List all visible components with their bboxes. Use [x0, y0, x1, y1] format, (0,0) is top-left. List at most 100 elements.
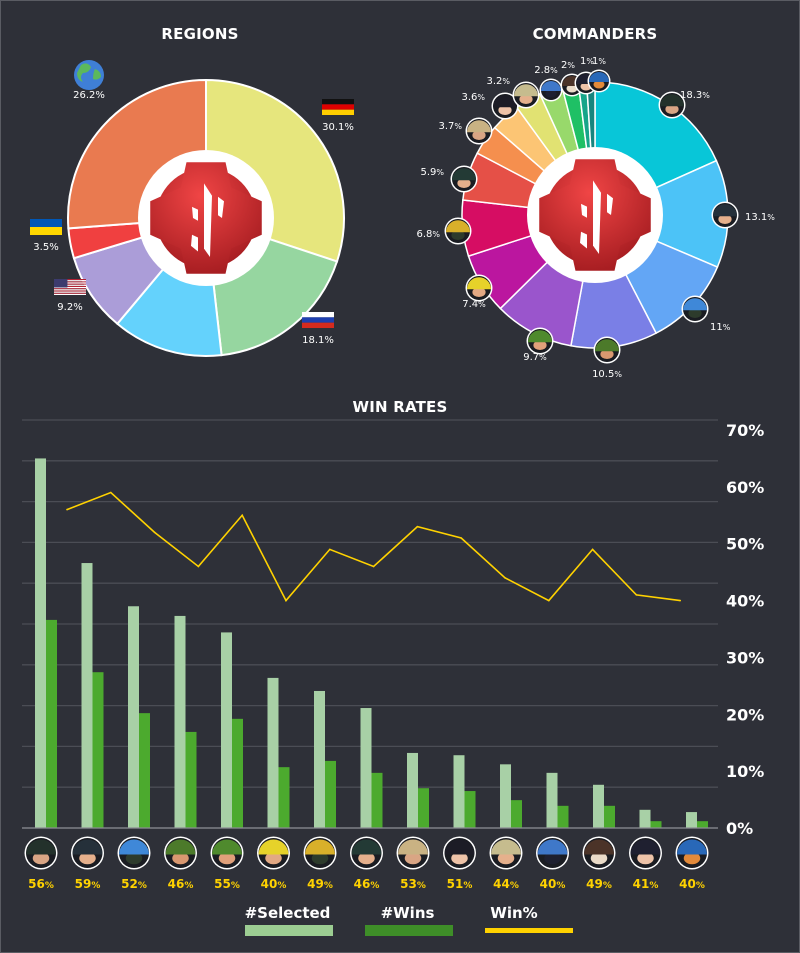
germany-flag-icon: [322, 99, 354, 115]
commander-black-beret-icon: [443, 836, 476, 870]
wins-bar: [325, 760, 336, 828]
win-pct-label: 41%: [633, 877, 659, 891]
commander-messy-hair-icon: [465, 117, 493, 145]
win-pct-point: [197, 565, 200, 568]
region-label: 30.1%: [322, 122, 354, 133]
win-pct-point: [372, 565, 375, 568]
win-pct-label: 55%: [214, 877, 240, 891]
commander-dark-beret-icon: [629, 836, 662, 870]
win-pct-point: [679, 599, 681, 602]
win-pct-label: 40%: [540, 877, 566, 891]
commander-top-hat-icon: [24, 836, 58, 870]
commanders-title: COMMANDERS: [532, 25, 658, 43]
y-tick-label: 40%: [726, 592, 764, 611]
selected-bar: [407, 752, 418, 828]
y-tick-label: 20%: [726, 705, 764, 724]
win-pct-label: 40%: [261, 877, 287, 891]
commander-label: 9.7%: [523, 352, 547, 363]
commander-blue-beret-icon: [675, 836, 709, 870]
commander-label: 5.9%: [420, 167, 444, 178]
win-pct-point: [591, 548, 594, 551]
commander-label: 3.6%: [461, 92, 485, 103]
commander-blue-helmet-gasmask-icon: [681, 295, 709, 323]
selected-bar: [35, 458, 46, 828]
wins-bar: [46, 619, 57, 828]
region-label: 3.5%: [33, 242, 58, 253]
wins-bar: [185, 731, 197, 828]
selected-bar: [453, 755, 465, 828]
win-pct-point: [110, 491, 112, 494]
win-pct-label: 53%: [400, 877, 426, 891]
wins-bar: [557, 805, 569, 828]
russia-flag-icon: [302, 312, 334, 328]
commander-label: 1%: [592, 56, 606, 67]
logo-icon: [539, 159, 651, 271]
commander-riot-helmet-icon: [536, 836, 569, 870]
win-pct-point: [460, 537, 463, 539]
wins-bar: [232, 718, 243, 828]
win-pct-point: [504, 577, 506, 579]
wins-bar: [604, 805, 615, 828]
y-tick-label: 70%: [726, 421, 764, 440]
commanders-pie-chart: 18.3% 13.1% 11% 10.5% 9.7% 7.4% 6.8% 5.9% 3.7% 3.…: [416, 56, 775, 380]
win-pct-label: 46%: [354, 877, 380, 891]
commander-ushanka-icon: [71, 836, 104, 870]
win-pct-label: 59%: [75, 877, 101, 891]
win-pct-point: [241, 514, 243, 517]
win-pct-label: 44%: [493, 877, 519, 891]
commander-label: 11%: [710, 322, 731, 333]
commander-blue-beret-icon: [587, 69, 611, 93]
legend-winpct-swatch: [485, 928, 573, 933]
wins-bar: [139, 713, 150, 828]
win-pct-label: 40%: [679, 877, 705, 891]
win-pct-label: 49%: [586, 877, 612, 891]
commander-ushanka-icon: [711, 201, 739, 229]
commander-label: 2.8%: [534, 65, 558, 76]
win-pct-point: [153, 531, 156, 534]
legend-selected-swatch: [245, 925, 333, 936]
selected-bar: [128, 606, 139, 828]
wins-bar: [511, 800, 522, 828]
commander-black-beret-icon: [491, 92, 519, 120]
region-label: 18.1%: [302, 335, 334, 346]
y-tick-label: 60%: [726, 478, 764, 497]
commander-messy-hair-icon: [396, 836, 430, 870]
y-tick-label: 0%: [726, 819, 753, 838]
win-pct-label: 49%: [307, 877, 333, 891]
selected-bar: [686, 812, 697, 828]
win-pct-point: [66, 508, 68, 511]
commander-gold-mitre-icon: [303, 836, 337, 870]
commander-gold-mitre-icon: [444, 217, 472, 245]
selected-bar: [639, 809, 651, 828]
commander-label: 3.7%: [438, 121, 462, 132]
commander-blue-helmet-gasmask-icon: [117, 836, 151, 870]
win-pct-point: [416, 525, 419, 528]
y-tick-label: 50%: [726, 535, 764, 554]
wins-bar: [650, 821, 662, 828]
selected-bar: [546, 772, 558, 828]
regions-title: REGIONS: [161, 25, 239, 43]
commander-green-bush-hat-icon: [164, 836, 197, 870]
win-pct-label: 56%: [28, 877, 54, 891]
selected-bar: [593, 784, 604, 828]
wins-bar: [697, 821, 708, 828]
selected-bar: [81, 563, 93, 828]
wins-bar: [418, 788, 429, 828]
commander-skull-hat-icon: [489, 836, 523, 870]
globe-icon: [74, 60, 104, 90]
selected-bar: [360, 708, 372, 828]
win-pct-label: 51%: [447, 877, 473, 891]
selected-bar: [174, 615, 186, 828]
win-pct-point: [635, 594, 638, 596]
selected-bar: [267, 677, 279, 828]
selected-bar: [314, 690, 325, 828]
legend-selected-label: #Selected: [244, 904, 331, 922]
win-pct-line: [66, 491, 681, 602]
legend-wins-swatch: [365, 925, 453, 936]
commander-label: 18.3%: [680, 90, 710, 101]
win-pct-point: [329, 548, 331, 551]
usa-flag-icon: [54, 279, 86, 295]
commander-ushanka-green-icon: [350, 836, 383, 870]
commander-yellow-hard-hat-icon: [257, 836, 290, 870]
commander-top-hat-icon: [658, 91, 686, 119]
